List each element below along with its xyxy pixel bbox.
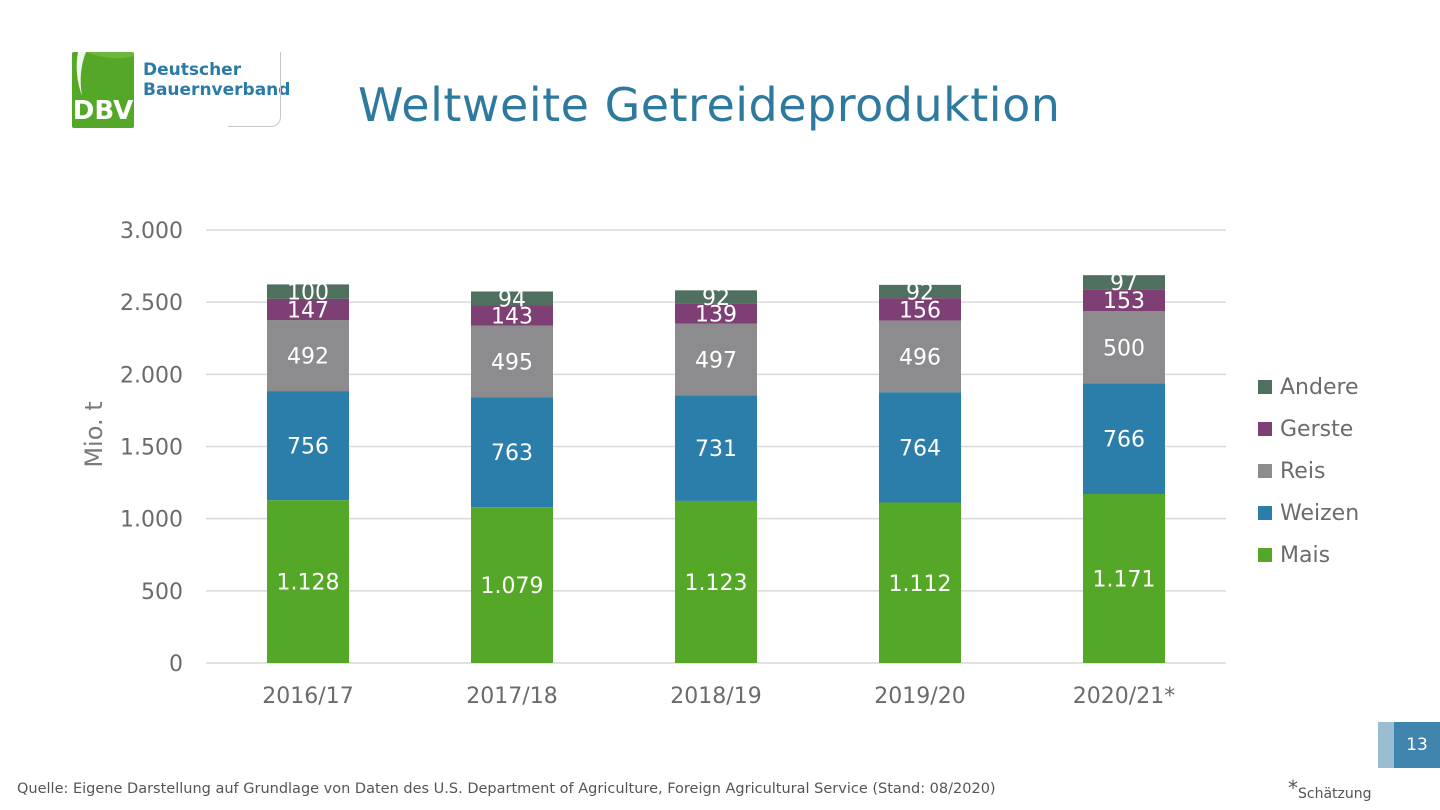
y-tick-label: 1.500	[120, 436, 183, 461]
bar-segment	[1083, 289, 1165, 312]
bar-segment	[471, 397, 553, 508]
legend-item: Andere	[1258, 366, 1359, 408]
y-tick-label: 3.000	[120, 219, 183, 244]
source-note: Quelle: Eigene Darstellung auf Grundlage…	[17, 781, 996, 797]
bar-segment	[267, 391, 349, 501]
page-number-accent	[1378, 722, 1394, 768]
page-number: 13	[1394, 722, 1440, 768]
legend-label: Weizen	[1280, 500, 1360, 526]
data-label: 153	[1103, 289, 1145, 314]
data-label: 92	[906, 280, 934, 305]
footnote-star: *	[1288, 776, 1298, 800]
chart-legend: Andere Gerste Reis Weizen Mais	[1258, 366, 1359, 576]
bar-segment	[879, 392, 961, 503]
bar-segment	[471, 291, 553, 306]
data-label: 92	[702, 286, 730, 311]
legend-swatch	[1258, 506, 1272, 520]
legend-label: Andere	[1280, 374, 1359, 400]
y-tick-label: 1.000	[120, 508, 183, 533]
data-label: 100	[287, 281, 329, 306]
bar-segment	[471, 305, 553, 326]
bar-segment	[675, 500, 757, 663]
data-label: 496	[899, 345, 941, 370]
logo-abbr: DBV	[72, 96, 134, 126]
bar-segment	[675, 290, 757, 304]
bar-segment	[471, 325, 553, 398]
data-label: 147	[287, 298, 329, 323]
legend-swatch	[1258, 422, 1272, 436]
data-label: 1.123	[685, 571, 748, 596]
bar-segment	[267, 298, 349, 321]
legend-item: Gerste	[1258, 408, 1359, 450]
logo-name: Deutscher Bauernverband	[143, 60, 291, 100]
bar-segment	[879, 298, 961, 321]
legend-item: Weizen	[1258, 492, 1359, 534]
data-label: 139	[695, 303, 737, 328]
data-label: 1.128	[277, 571, 340, 596]
x-tick-label: 2018/19	[670, 684, 761, 709]
page-number-box: 13	[1378, 722, 1440, 768]
data-label: 500	[1103, 336, 1145, 361]
legend-label: Gerste	[1280, 416, 1354, 442]
x-tick-label: 2016/17	[262, 684, 353, 709]
logo-mark: DBV	[72, 52, 134, 128]
x-tick-label: 2017/18	[466, 684, 557, 709]
legend-item: Reis	[1258, 450, 1359, 492]
y-axis-label: Mio. t	[80, 401, 108, 467]
legend-swatch	[1258, 548, 1272, 562]
data-label: 1.112	[889, 572, 952, 597]
bar-segment	[471, 507, 553, 663]
legend-label: Reis	[1280, 458, 1326, 484]
bar-segment	[879, 284, 961, 299]
x-tick-label: 2020/21*	[1073, 684, 1175, 709]
footnote-text: Schätzung	[1298, 786, 1372, 802]
y-tick-label: 2.000	[120, 363, 183, 388]
bar-segment	[879, 502, 961, 663]
data-label: 94	[498, 287, 526, 312]
dbv-logo: DBV Deutscher Bauernverband	[72, 52, 290, 128]
data-label: 731	[695, 437, 737, 462]
bar-segment	[1083, 493, 1165, 663]
bar-segment	[267, 500, 349, 663]
page-title: Weltweite Getreideproduktion	[358, 78, 1061, 132]
data-label: 492	[287, 345, 329, 370]
footnote: *Schätzung	[1288, 776, 1372, 803]
data-label: 766	[1103, 428, 1145, 453]
data-label: 763	[491, 441, 533, 466]
bar-segment	[675, 395, 757, 501]
data-label: 497	[695, 349, 737, 374]
legend-swatch	[1258, 380, 1272, 394]
bar-segment	[1083, 275, 1165, 290]
data-label: 756	[287, 435, 329, 460]
legend-swatch	[1258, 464, 1272, 478]
bar-segment	[879, 320, 961, 393]
data-label: 495	[491, 350, 533, 375]
y-tick-label: 0	[169, 652, 183, 677]
data-label: 1.079	[481, 574, 544, 599]
y-tick-label: 2.500	[120, 291, 183, 316]
bar-segment	[267, 284, 349, 299]
legend-label: Mais	[1280, 542, 1331, 568]
y-tick-label: 500	[141, 580, 183, 605]
leaf-icon	[76, 52, 134, 96]
bar-segment	[1083, 311, 1165, 384]
data-label: 143	[491, 304, 533, 329]
data-label: 97	[1110, 271, 1138, 296]
data-label: 764	[899, 436, 941, 461]
bar-segment	[675, 303, 757, 324]
bar-segment	[1083, 383, 1165, 494]
data-label: 156	[899, 298, 941, 323]
data-label: 1.171	[1093, 567, 1156, 592]
bar-segment	[675, 323, 757, 396]
legend-item: Mais	[1258, 534, 1359, 576]
bar-segment	[267, 320, 349, 392]
logo-frame	[228, 52, 281, 127]
x-tick-label: 2019/20	[874, 684, 965, 709]
